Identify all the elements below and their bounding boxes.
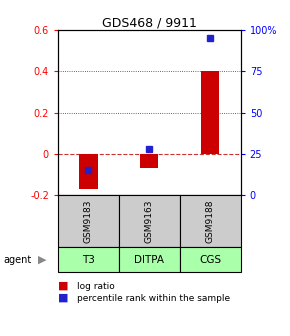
Text: T3: T3 bbox=[82, 255, 95, 264]
Text: ■: ■ bbox=[58, 293, 68, 303]
Bar bbox=[79, 154, 97, 189]
Text: log ratio: log ratio bbox=[77, 282, 115, 291]
Text: ▶: ▶ bbox=[38, 255, 46, 264]
Title: GDS468 / 9911: GDS468 / 9911 bbox=[102, 16, 197, 29]
Text: agent: agent bbox=[3, 255, 31, 264]
Text: percentile rank within the sample: percentile rank within the sample bbox=[77, 294, 230, 303]
Text: GSM9183: GSM9183 bbox=[84, 199, 93, 243]
Text: DITPA: DITPA bbox=[134, 255, 164, 264]
Text: CGS: CGS bbox=[199, 255, 221, 264]
Text: GSM9188: GSM9188 bbox=[206, 199, 215, 243]
Bar bbox=[201, 72, 219, 154]
Bar bbox=[140, 154, 158, 168]
Text: GSM9163: GSM9163 bbox=[145, 199, 154, 243]
Text: ■: ■ bbox=[58, 281, 68, 291]
